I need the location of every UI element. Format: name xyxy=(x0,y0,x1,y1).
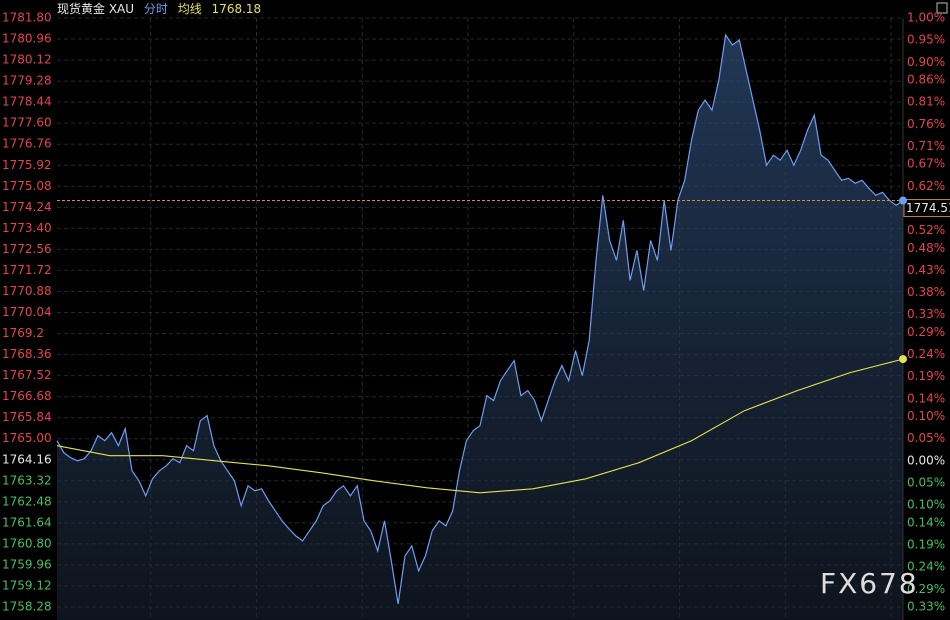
y-tick-label: 1777.60 xyxy=(2,116,52,130)
y2-tick-label: 0.33% xyxy=(907,600,945,614)
end-dot xyxy=(899,196,907,205)
y-tick-label: 1775.08 xyxy=(2,179,52,193)
y-tick-label: 1769.2 xyxy=(2,326,44,340)
y2-tick-label: 0.29% xyxy=(907,325,945,339)
y-tick-label: 1759.96 xyxy=(2,557,52,571)
window-icon[interactable] xyxy=(936,2,948,14)
y2-tick-label: 0.19% xyxy=(907,538,945,552)
y2-tick-label: 0.14% xyxy=(907,515,945,529)
y2-tick-label: 0.33% xyxy=(907,307,945,321)
y2-tick-label: 1.00% xyxy=(907,11,945,25)
y2-tick-label: 0.24% xyxy=(907,560,945,574)
y2-tick-label: 0.29% xyxy=(907,582,945,596)
y-tick-label: 1763.32 xyxy=(2,473,52,487)
y-tick-label: 1774.24 xyxy=(2,200,52,214)
y2-tick-label: 0.67% xyxy=(907,157,945,171)
view-label: 分时 xyxy=(144,2,168,16)
last-price-box xyxy=(903,199,950,218)
y-tick-label: 1758.28 xyxy=(2,600,52,614)
y-tick-label: 1778.44 xyxy=(2,95,52,109)
y2-tick-label: 0.95% xyxy=(907,33,945,47)
y-tick-label: 1775.92 xyxy=(2,158,52,172)
y2-tick-label: 0.90% xyxy=(907,55,945,69)
y-tick-label: 1761.64 xyxy=(2,515,52,529)
y2-tick-label: 0.14% xyxy=(907,391,945,405)
y-tick-label: 1770.04 xyxy=(2,305,52,319)
y2-tick-label: 0.05% xyxy=(907,476,945,490)
y2-tick-label: 0.52% xyxy=(907,223,945,237)
header: 现货黄金 XAU 分时 均线 1768.18 xyxy=(57,1,261,16)
y-tick-label: 1762.48 xyxy=(2,494,52,508)
y2-tick-label: 0.71% xyxy=(907,139,945,153)
y2-tick-label: 0.62% xyxy=(907,179,945,193)
y-tick-label: 1767.52 xyxy=(2,368,52,382)
y-tick-label: 1759.12 xyxy=(2,578,52,592)
average-line xyxy=(56,358,904,494)
y2-tick-label: 0.19% xyxy=(907,369,945,383)
y2-tick-label: 0.81% xyxy=(907,95,945,109)
y-tick-label: 1768.36 xyxy=(2,347,52,361)
y2-tick-label: 0.43% xyxy=(907,263,945,277)
y2-tick-label: 0.00% xyxy=(907,453,945,467)
legend-entry: 均线 xyxy=(178,2,202,16)
y-tick-label: 1766.68 xyxy=(2,389,52,403)
price-line xyxy=(56,33,904,605)
y-tick-label: 1779.28 xyxy=(2,74,52,88)
end-dot xyxy=(899,355,907,364)
last-price-label: 1774.51 xyxy=(906,201,950,215)
y-tick-label: 1773.40 xyxy=(2,221,52,235)
chart-title: 现货黄金 XAU xyxy=(57,1,134,16)
y-tick-label: 1776.76 xyxy=(2,137,52,151)
y-tick-label: 1771.72 xyxy=(2,263,52,277)
y2-tick-label: 0.48% xyxy=(907,241,945,255)
y-tick-label: 1764.16 xyxy=(2,452,52,466)
y2-tick-label: 0.24% xyxy=(907,347,945,361)
y-tick-label: 1780.96 xyxy=(2,32,52,46)
y2-tick-label: 0.76% xyxy=(907,117,945,131)
y-tick-label: 1765.00 xyxy=(2,431,52,445)
y2-tick-label: 0.86% xyxy=(907,73,945,87)
price-area xyxy=(57,35,903,620)
y2-tick-label: 0.38% xyxy=(907,285,945,299)
y-tick-label: 1765.84 xyxy=(2,410,52,424)
y-tick-label: 1780.12 xyxy=(2,53,52,67)
y2-tick-label: 0.10% xyxy=(907,498,945,512)
y-tick-label: 1760.80 xyxy=(2,536,52,550)
y-tick-label: 1781.80 xyxy=(2,11,52,25)
y-tick-label: 1772.56 xyxy=(2,242,52,256)
y-tick-label: 1770.88 xyxy=(2,284,52,298)
y2-tick-label: 0.10% xyxy=(907,409,945,423)
y2-tick-label: 0.05% xyxy=(907,431,945,445)
watermark: FX678 xyxy=(820,567,919,600)
avg-value: 1768.18 xyxy=(212,2,262,16)
